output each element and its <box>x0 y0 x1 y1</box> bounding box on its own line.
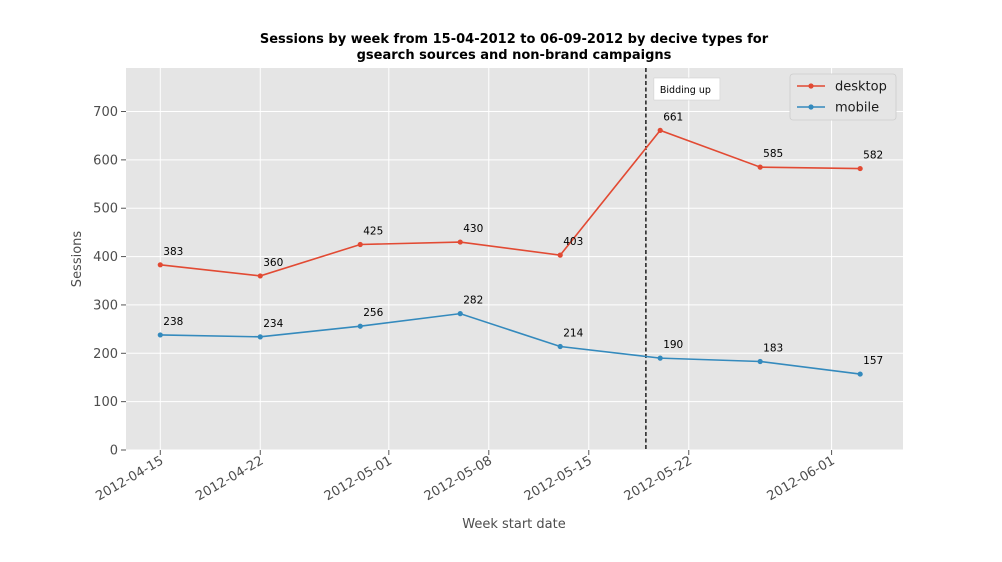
mobile-data-label: 234 <box>263 318 283 330</box>
mobile-data-label: 282 <box>463 295 483 307</box>
desktop-point <box>257 273 263 279</box>
y-tick-label: 0 <box>110 444 118 459</box>
mobile-data-label: 238 <box>163 316 183 328</box>
y-tick-label: 400 <box>93 250 118 265</box>
x-axis-label: Week start date <box>462 517 565 532</box>
mobile-data-label: 183 <box>763 343 783 355</box>
y-tick-label: 500 <box>93 202 118 217</box>
desktop-point <box>657 127 663 133</box>
data-labels: 383 360 425 430 403 661 585 582 238 234 256 282 214 1… <box>163 111 883 367</box>
desktop-point <box>857 165 863 172</box>
mobile-point <box>257 334 263 340</box>
desktop-point <box>157 262 163 268</box>
desktop-data-label: 360 <box>263 257 283 269</box>
desktop-data-label: 661 <box>663 111 683 123</box>
desktop-data-label: 430 <box>463 223 483 235</box>
mobile-data-label: 256 <box>363 307 383 319</box>
desktop-series-line <box>160 129 861 277</box>
desktop-data-label: 582 <box>863 150 883 162</box>
mobile-data-label: 190 <box>663 339 683 351</box>
chart-title-line-1: Sessions by week from 15-04-2012 to 06-0… <box>260 32 769 47</box>
y-tick-label: 200 <box>93 347 118 362</box>
x-axis-ticks: 2012-04-15 2012-04-22 2012-05-01 2012-05-08… <box>93 450 838 504</box>
desktop-point <box>557 252 563 258</box>
y-tick-label: 300 <box>93 298 118 313</box>
mobile-data-label: 157 <box>863 355 883 367</box>
desktop-data-label: 403 <box>563 236 583 248</box>
desktop-legend-marker <box>808 83 814 89</box>
y-tick-label: 600 <box>93 153 118 168</box>
mobile-legend-marker <box>808 104 814 110</box>
plot-area <box>126 68 903 450</box>
desktop-point <box>357 241 363 248</box>
mobile-series-line <box>160 312 861 375</box>
mobile-point <box>857 371 863 377</box>
y-axis-label: Sessions <box>70 231 85 288</box>
x-tick-label: 2012-05-01 <box>322 453 395 504</box>
mobile-legend-label: mobile <box>835 101 879 116</box>
desktop-data-label: 585 <box>763 148 783 160</box>
x-tick-label: 2012-06-01 <box>765 453 838 504</box>
mobile-point <box>457 311 463 317</box>
grid-lines <box>126 68 903 451</box>
annotation-box <box>653 77 721 101</box>
x-tick-label: 2012-05-08 <box>422 453 495 504</box>
desktop-data-label: 425 <box>363 225 383 237</box>
mobile-data-label: 214 <box>563 328 583 340</box>
mobile-point <box>557 343 563 350</box>
y-tick-label: 700 <box>93 105 118 120</box>
mobile-point <box>657 355 663 361</box>
desktop-legend-label: desktop <box>835 80 887 95</box>
chart-title: Sessions by week from 15-04-2012 to 06-0… <box>260 32 769 63</box>
mobile-point <box>357 323 363 329</box>
x-tick-label: 2012-04-15 <box>93 453 166 504</box>
x-tick-label: 2012-04-22 <box>193 453 266 504</box>
annotation: Bidding up <box>645 68 721 450</box>
mobile-point <box>757 358 763 365</box>
x-tick-label: 2012-05-22 <box>622 453 695 504</box>
y-axis-ticks: 0 100 200 300 400 500 600 700 <box>93 105 126 459</box>
legend: desktop mobile <box>789 73 897 121</box>
x-tick-label: 2012-05-15 <box>522 453 595 504</box>
y-tick-label: 100 <box>93 395 118 410</box>
chart-title-line-2: gsearch sources and non-brand campaigns <box>357 48 672 63</box>
desktop-point <box>757 164 763 170</box>
desktop-data-label: 383 <box>163 246 183 258</box>
desktop-point <box>457 239 463 245</box>
mobile-point <box>157 332 163 338</box>
annotation-label: Bidding up <box>660 85 711 96</box>
series-lines <box>157 127 863 377</box>
